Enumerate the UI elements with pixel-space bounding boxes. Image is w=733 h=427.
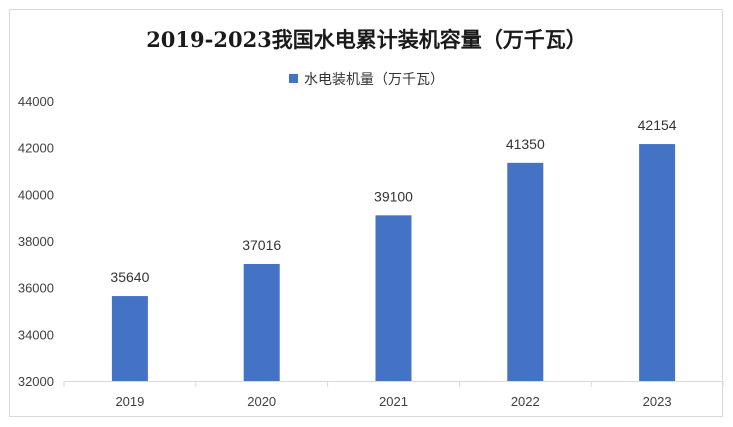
- bar-2021: [375, 215, 412, 381]
- x-tick-label-2020: 2020: [247, 394, 276, 409]
- y-tick-label: 42000: [18, 141, 54, 156]
- y-tick-label: 44000: [18, 94, 54, 109]
- data-label-2021: 39100: [374, 188, 413, 204]
- chart-title: 2019-2023我国水电累计装机容量（万千瓦）: [146, 27, 587, 52]
- y-tick-label: 34000: [18, 327, 54, 342]
- y-tick-label: 32000: [18, 374, 54, 389]
- bar-2022: [507, 162, 544, 381]
- legend-swatch: [289, 74, 298, 83]
- legend-label: 水电装机量（万千瓦）: [304, 72, 444, 88]
- data-label-2019: 35640: [110, 269, 149, 285]
- bar-2020: [243, 263, 280, 381]
- y-tick-label: 38000: [18, 234, 54, 249]
- legend: 水电装机量（万千瓦）: [0, 69, 733, 89]
- x-tick-label-2022: 2022: [511, 394, 540, 409]
- x-tick-label-2021: 2021: [379, 394, 408, 409]
- data-label-2020: 37016: [242, 237, 281, 253]
- data-label-2023: 42154: [638, 117, 677, 133]
- x-tick-label-2023: 2023: [643, 394, 672, 409]
- bar-2023: [639, 144, 676, 381]
- bar-2019: [111, 296, 148, 381]
- y-tick-label: 36000: [18, 281, 54, 296]
- x-tick-label-2019: 2019: [115, 394, 144, 409]
- data-label-2022: 41350: [506, 136, 545, 152]
- y-tick-label: 40000: [18, 187, 54, 202]
